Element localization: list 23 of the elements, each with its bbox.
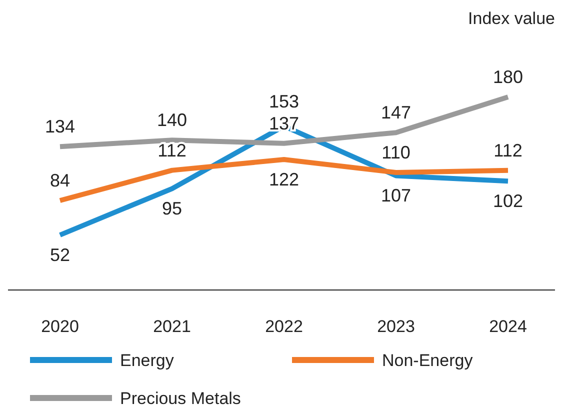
- x-tick-label: 2024: [489, 317, 527, 336]
- data-label: 52: [50, 245, 70, 265]
- legend-label: Non-Energy: [382, 351, 474, 370]
- y-axis-title: Index value: [468, 9, 555, 28]
- x-tick-label: 2020: [41, 317, 79, 336]
- data-label: 147: [380, 102, 412, 123]
- data-label: 84: [50, 170, 70, 190]
- data-label: 107: [380, 186, 412, 206]
- data-label: 112: [494, 140, 522, 160]
- data-label: 102: [492, 191, 524, 212]
- data-label: 180: [492, 67, 524, 87]
- data-label: 140: [156, 110, 188, 130]
- data-label: 153: [268, 91, 300, 112]
- legend-label: Energy: [120, 351, 174, 370]
- x-tick-label: 2022: [265, 317, 303, 336]
- x-tick-label: 2021: [153, 317, 191, 336]
- data-label: 95: [162, 198, 182, 219]
- data-label: 122: [268, 170, 300, 190]
- x-tick-label: 2023: [377, 317, 415, 336]
- data-label: 112: [158, 140, 186, 160]
- legend-label: Precious Metals: [120, 389, 241, 407]
- data-label: 110: [382, 142, 410, 162]
- data-label: 134: [44, 116, 76, 137]
